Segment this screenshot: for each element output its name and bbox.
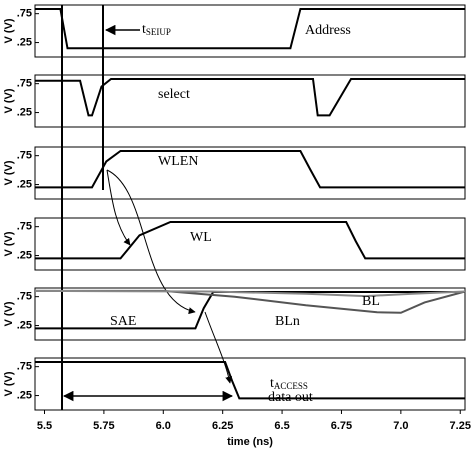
signal-line bbox=[35, 8, 465, 50]
y-axis-label: V (V) bbox=[3, 160, 15, 185]
plot-frame bbox=[34, 287, 466, 341]
y-tick-label: .75 bbox=[17, 150, 32, 162]
y-axis-label: V (V) bbox=[3, 371, 15, 396]
series-label: select bbox=[158, 87, 190, 102]
series-label: Address bbox=[305, 23, 351, 38]
x-tick-label: 5.5 bbox=[37, 420, 52, 432]
x-tick-label: 6.75 bbox=[331, 420, 352, 432]
y-tick-label: .25 bbox=[17, 36, 32, 48]
y-tick-label: .25 bbox=[17, 389, 32, 401]
y-axis-label: V (V) bbox=[3, 18, 15, 43]
x-axis-label: time (ns) bbox=[227, 436, 273, 448]
plot-frame bbox=[34, 146, 466, 200]
x-tick-label: 7.25 bbox=[450, 420, 471, 432]
annotation-sub: ACCESS bbox=[274, 381, 308, 391]
x-tick-label: 6.5 bbox=[274, 420, 289, 432]
x-tick-label: 7.0 bbox=[393, 420, 408, 432]
annotation-main: t bbox=[142, 22, 146, 37]
series-label: data out bbox=[268, 390, 313, 405]
signal-line bbox=[35, 150, 465, 189]
annotation: tACCESS bbox=[270, 376, 308, 391]
y-tick-label: .75 bbox=[17, 361, 32, 373]
y-tick-label: .25 bbox=[17, 319, 32, 331]
x-tick-label: 6.0 bbox=[156, 420, 171, 432]
y-tick-label: .25 bbox=[17, 178, 32, 190]
annotation-main: t bbox=[270, 376, 274, 391]
annotation: tSEIUP bbox=[142, 22, 171, 37]
y-tick-label: .75 bbox=[17, 78, 32, 90]
y-tick-label: .25 bbox=[17, 106, 32, 118]
x-tick-label: 6.25 bbox=[212, 420, 233, 432]
arrow bbox=[106, 169, 131, 246]
y-axis-label: V (V) bbox=[3, 301, 15, 326]
signal-line bbox=[35, 221, 465, 260]
x-tick-label: 5.75 bbox=[93, 420, 114, 432]
arrow bbox=[204, 311, 233, 384]
series-label: BL bbox=[362, 294, 380, 309]
y-axis-label: V (V) bbox=[3, 88, 15, 113]
series-label: WLEN bbox=[158, 154, 198, 169]
annotation-sub: SEIUP bbox=[146, 27, 171, 37]
plot-frame bbox=[34, 357, 466, 411]
series-label: SAE bbox=[110, 314, 136, 329]
series-label: WL bbox=[190, 230, 212, 245]
signal-line bbox=[34, 289, 466, 298]
series-label: BLn bbox=[275, 314, 300, 329]
plot-frame bbox=[34, 4, 466, 58]
arrow bbox=[106, 169, 196, 315]
y-tick-label: .75 bbox=[17, 8, 32, 20]
y-tick-label: .25 bbox=[17, 249, 32, 261]
y-tick-label: .75 bbox=[17, 221, 32, 233]
signal-line bbox=[35, 361, 465, 400]
plot-frame bbox=[34, 74, 466, 128]
signal-line bbox=[35, 291, 465, 330]
y-axis-label: V (V) bbox=[3, 231, 15, 256]
plot-frame bbox=[34, 217, 466, 271]
signal-line bbox=[35, 78, 465, 117]
y-tick-label: .75 bbox=[17, 291, 32, 303]
